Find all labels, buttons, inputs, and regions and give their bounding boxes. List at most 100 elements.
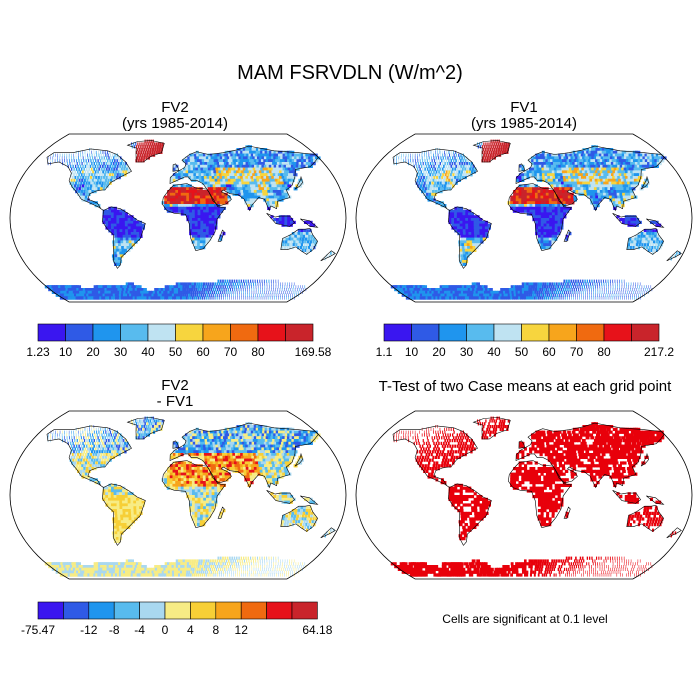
map-fv1-cell: [440, 164, 443, 168]
map-fv2-cell: [193, 288, 196, 292]
map-fv2-cell: [121, 251, 126, 255]
map-fv2-cell: [240, 162, 245, 166]
map-fv2-cell: [275, 220, 280, 224]
map-fv2-cell: [237, 293, 238, 297]
map-fv2-cell: [200, 204, 204, 208]
map-fv1-cell: [528, 159, 532, 163]
map-fv2-cell: [197, 198, 201, 202]
map-fv2-cell: [249, 293, 250, 297]
map-fv2-cell: [130, 229, 134, 233]
map-fv1-cell: [481, 285, 486, 289]
map-diff-cell: [57, 430, 59, 434]
map-fv1-cell: [539, 170, 543, 174]
map-fv1-cell: [546, 220, 550, 224]
map-fv2-cell: [66, 153, 68, 157]
map-fv1-cell: [549, 215, 553, 219]
map-fv2-cell: [73, 159, 75, 163]
map-fv2-cell: [271, 184, 276, 188]
map-fv1-cell: [543, 243, 547, 247]
map-fv2-cell: [279, 159, 285, 163]
map-fv1-cell: [571, 282, 574, 286]
map-fv1-cell: [624, 176, 630, 180]
map-fv1-cell: [400, 156, 402, 160]
map-fv2-cell: [92, 156, 94, 160]
map-fv1-cell: [589, 178, 594, 182]
map-fv2-cell: [259, 190, 263, 194]
map-fv2-cell: [130, 220, 134, 224]
map-fv2-cell: [206, 285, 209, 289]
map-fv1-cell: [473, 290, 478, 294]
map-diff-cell: [150, 416, 152, 420]
map-fv2-cell: [206, 159, 210, 163]
map-fv2-cell: [236, 181, 240, 185]
map-fv1-cell: [492, 296, 496, 300]
map-fv1-cell: [468, 209, 472, 213]
map-fv1-cell: [407, 159, 409, 163]
map-fv2-cell: [227, 176, 231, 180]
map-fv2-cell: [297, 288, 298, 292]
map-fv1-cell: [613, 167, 618, 171]
map-fv1-cell: [587, 164, 592, 168]
map-fv1-cell: [486, 156, 489, 160]
map-diff-cell: [89, 425, 90, 429]
map-fv1-cell: [398, 159, 399, 163]
map-fv2-cell: [263, 176, 268, 180]
map-fv2-cell: [93, 181, 96, 185]
map-fv2-cell: [136, 220, 140, 224]
map-fv2-cell: [194, 226, 198, 230]
map-fv1-cell: [462, 209, 466, 213]
map-fv1-cell: [545, 240, 549, 244]
map-fv2-cell: [175, 167, 179, 171]
map-fv2-cell: [128, 234, 132, 238]
map-fv2-cell: [89, 176, 93, 180]
map-fv1-cell: [454, 223, 458, 227]
map-fv1-cell: [499, 293, 503, 297]
map-fv2-cell: [80, 167, 83, 171]
map-diff-cell: [141, 425, 143, 429]
map-fv2-cell: [242, 187, 247, 191]
map-fv1-cell: [529, 204, 533, 208]
map-fv2-cell: [200, 282, 203, 286]
map-fv1-cell: [619, 192, 624, 196]
map-fv2-cell: [178, 201, 182, 205]
map-fv1-cell: [557, 204, 561, 208]
map-fv1-cell: [546, 232, 550, 236]
map-fv2-cell: [282, 195, 286, 199]
map-fv1-cell: [441, 159, 443, 163]
map-fv1-cell: [429, 187, 433, 191]
map-fv1-cell: [593, 173, 597, 177]
map-fv2-cell: [307, 237, 310, 241]
map-fv1-cell: [577, 187, 582, 191]
map-fv2-cell: [332, 251, 335, 255]
map-fv2-cell: [269, 162, 275, 166]
map-fv1-cell: [463, 170, 466, 174]
map-fv1-cell: [444, 153, 446, 157]
map-fv2-cell: [300, 229, 304, 233]
map-fv1-cell: [459, 206, 463, 210]
map-fv2-cell: [207, 282, 210, 286]
map-fv2-cell: [205, 167, 209, 171]
map-diff-cell: [84, 427, 86, 431]
map-fv2-cell: [77, 181, 80, 185]
map-fv1-cell: [479, 226, 483, 230]
map-fv1-cell: [474, 237, 478, 241]
map-fv1-cell: [484, 285, 488, 289]
map-fv2-cell: [80, 156, 82, 160]
map-fv2-cell: [192, 164, 196, 168]
map-fv1-cell: [519, 293, 523, 297]
map-fv1-cell: [643, 229, 647, 233]
map-fv2-cell: [77, 164, 79, 168]
map-fv2-cell: [102, 215, 106, 219]
map-fv2-cell: [300, 164, 306, 168]
map-fv2-cell: [280, 285, 281, 289]
map-fv1-cell: [586, 167, 591, 171]
map-fv1-cell: [592, 285, 594, 289]
map-fv1-cell: [633, 178, 639, 182]
map-fv2-cell: [272, 201, 276, 205]
map-fv1-cell: [466, 162, 468, 166]
map-fv2-cell: [226, 184, 230, 188]
map-diff-cell: [238, 425, 243, 429]
panel-fv2-title-line1: FV2: [161, 99, 189, 116]
map-fv1-cell: [653, 237, 656, 241]
map-diff-cell: [135, 422, 138, 426]
